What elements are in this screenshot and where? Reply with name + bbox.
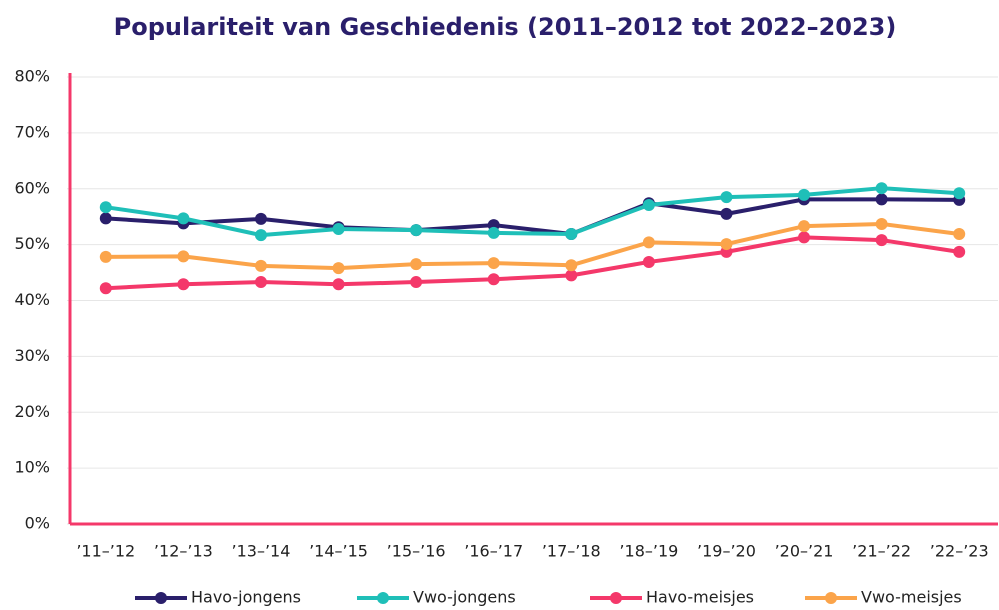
data-point — [487, 257, 500, 270]
data-point — [953, 228, 966, 241]
data-point — [332, 222, 345, 235]
data-point — [99, 250, 112, 263]
legend-marker — [155, 592, 167, 604]
x-tick-label: ’17–’18 — [542, 542, 601, 561]
data-point — [410, 224, 423, 237]
data-point — [332, 262, 345, 275]
data-point — [410, 258, 423, 271]
x-tick-label: ’16–’17 — [464, 542, 523, 561]
data-point — [875, 234, 888, 247]
data-point — [565, 228, 578, 241]
series-line — [105, 186, 960, 238]
data-point — [99, 212, 112, 225]
y-tick-label: 50% — [14, 234, 50, 253]
y-tick-label: 60% — [14, 178, 50, 197]
x-tick-label: ’11–’12 — [76, 542, 135, 561]
data-point — [254, 259, 267, 272]
legend-label: Vwo-meisjes — [861, 588, 962, 607]
x-tick-label: ’12–’13 — [154, 542, 213, 561]
data-point — [177, 250, 190, 263]
y-tick-label: 30% — [14, 346, 50, 365]
y-tick-label: 0% — [25, 514, 50, 533]
y-tick-label: 40% — [14, 290, 50, 309]
data-point — [642, 198, 655, 211]
x-tick-label: ’21–’22 — [852, 542, 911, 561]
data-point — [99, 282, 112, 295]
data-point — [565, 269, 578, 282]
legend-marker — [610, 592, 622, 604]
data-point — [875, 182, 888, 195]
data-point — [332, 278, 345, 291]
data-point — [720, 191, 733, 204]
x-tick-label: ’15–’16 — [387, 542, 446, 561]
y-tick-label: 80% — [14, 67, 50, 86]
data-point — [798, 231, 811, 244]
data-point — [254, 212, 267, 225]
data-point — [953, 187, 966, 200]
data-point — [953, 245, 966, 258]
x-tick-label: ’20–’21 — [775, 542, 834, 561]
data-point — [565, 259, 578, 272]
x-tick-label: ’22–’23 — [930, 542, 989, 561]
data-point — [99, 201, 112, 214]
legend-label: Havo-meisjes — [646, 588, 754, 607]
series-line — [105, 221, 960, 271]
data-point — [254, 276, 267, 289]
y-tick-label: 20% — [14, 402, 50, 421]
x-tick-label: ’14–’15 — [309, 542, 368, 561]
y-tick-label: 10% — [14, 458, 50, 477]
data-point — [487, 226, 500, 239]
data-point — [875, 217, 888, 230]
series-line — [105, 197, 960, 237]
legend-marker — [377, 592, 389, 604]
legend-label: Havo-jongens — [191, 588, 301, 607]
data-point — [642, 255, 655, 268]
data-point — [798, 220, 811, 233]
y-tick-label: 70% — [14, 122, 50, 141]
legend-label: Vwo-jongens — [413, 588, 516, 607]
data-point — [487, 273, 500, 286]
data-point — [642, 236, 655, 249]
data-point — [410, 276, 423, 289]
x-tick-label: ’18–’19 — [619, 542, 678, 561]
series-line — [105, 235, 960, 291]
data-point — [798, 188, 811, 201]
x-tick-label: ’13–’14 — [232, 542, 291, 561]
data-point — [254, 229, 267, 242]
data-point — [720, 207, 733, 220]
data-point — [720, 238, 733, 251]
data-point — [177, 212, 190, 225]
data-point — [177, 278, 190, 291]
legend-marker — [825, 592, 837, 604]
data-point — [875, 193, 888, 206]
x-tick-label: ’19–’20 — [697, 542, 756, 561]
chart-title: Populariteit van Geschiedenis (2011–2012… — [114, 13, 897, 41]
